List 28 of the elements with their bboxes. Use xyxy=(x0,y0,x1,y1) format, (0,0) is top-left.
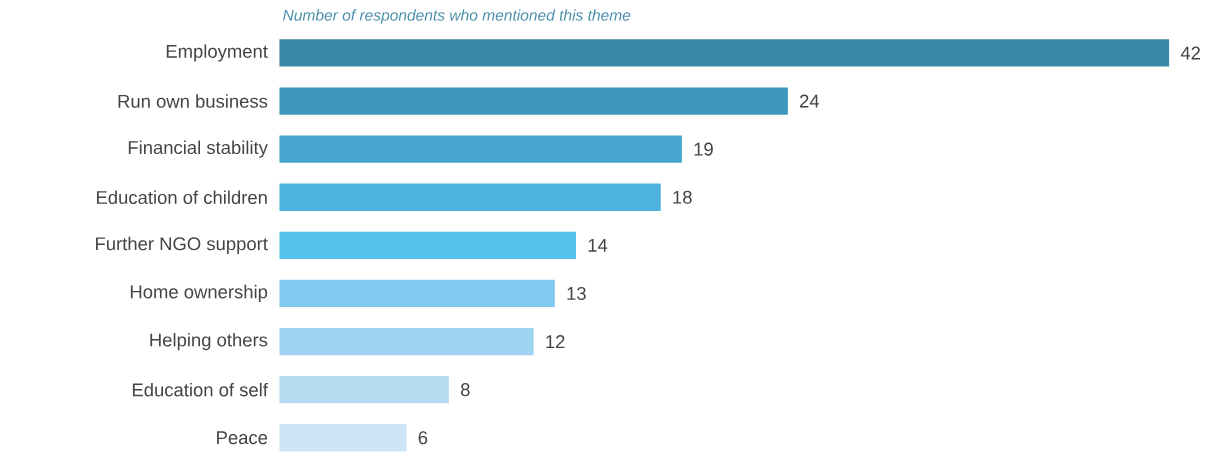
data-label: 42 xyxy=(1180,46,1200,60)
data-label: 18 xyxy=(673,190,692,204)
bar xyxy=(279,376,449,404)
y-tick-label: Education of self xyxy=(132,383,268,397)
bar xyxy=(279,87,788,115)
bar xyxy=(279,135,682,163)
y-tick-label: Financial stability xyxy=(128,140,268,158)
data-label: 19 xyxy=(694,142,713,156)
bar xyxy=(279,424,407,452)
y-tick-label: Education of children xyxy=(97,190,267,205)
bar xyxy=(279,280,555,308)
bar xyxy=(279,39,1170,67)
y-tick-label: Run own business xyxy=(118,94,268,109)
chart-title: Number of respondents who mentioned this theme xyxy=(283,9,631,25)
data-label: 12 xyxy=(546,335,565,349)
data-label: 13 xyxy=(567,287,586,301)
bar xyxy=(279,328,534,356)
y-tick-label: Home ownership xyxy=(130,285,268,303)
data-label: 14 xyxy=(588,239,608,252)
data-label: 24 xyxy=(800,94,820,108)
y-tick-label: Helping others xyxy=(150,333,268,351)
bar xyxy=(279,183,661,212)
data-label: 8 xyxy=(460,383,470,397)
y-tick-label: Peace xyxy=(217,431,268,445)
bar xyxy=(279,231,576,260)
data-label: 6 xyxy=(418,431,428,445)
y-tick-label: Employment xyxy=(166,44,268,62)
y-tick-label: Further NGO support xyxy=(96,236,268,255)
